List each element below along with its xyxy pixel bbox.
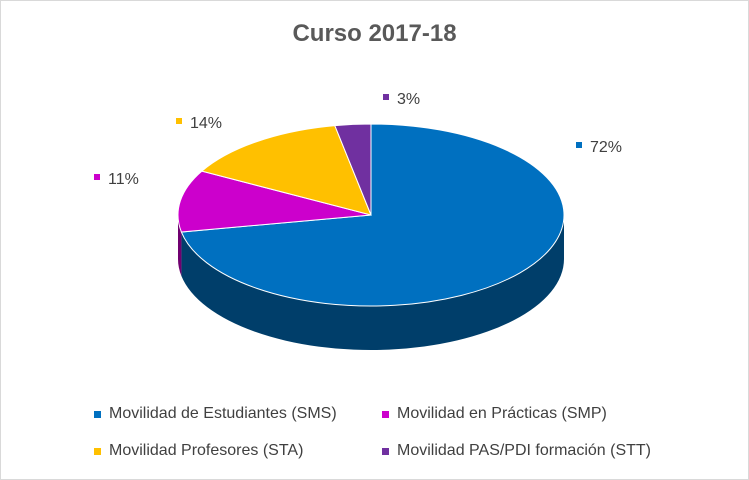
- legend-swatch-smp: [382, 410, 389, 418]
- slice-sms: [180, 123, 565, 307]
- legend-item-stt: Movilidad PAS/PDI formación (STT): [382, 442, 651, 460]
- legend-item-sms: Movilidad de Estudiantes (SMS): [94, 405, 337, 423]
- legend-item-sta: Movilidad Profesores (STA): [94, 442, 303, 460]
- legend-label-sta: Movilidad Profesores (STA): [109, 442, 304, 459]
- data-label-sms: 72%: [590, 139, 622, 156]
- slice-side-sms: [181, 215, 564, 351]
- legend-swatch-sms: [94, 410, 101, 418]
- data-label-marker-smp: [94, 174, 100, 180]
- legend-item-smp: Movilidad en Prácticas (SMP): [382, 405, 607, 423]
- data-label-marker-stt: [383, 94, 389, 100]
- data-label-sta: 14%: [190, 115, 222, 132]
- chart-title: Curso 2017-18: [292, 20, 457, 47]
- legend-label-stt: Movilidad PAS/PDI formación (STT): [397, 442, 651, 459]
- data-label-marker-sta: [176, 118, 182, 124]
- slice-stt: [334, 123, 372, 216]
- data-label-marker-sms: [576, 142, 582, 148]
- slice-smp: [177, 170, 372, 233]
- data-label-smp: 11%: [108, 171, 139, 188]
- legend-label-smp: Movilidad en Prácticas (SMP): [397, 405, 607, 422]
- legend-label-sms: Movilidad de Estudiantes (SMS): [109, 405, 337, 422]
- data-label-stt: 3%: [397, 91, 420, 108]
- legend-swatch-stt: [382, 447, 389, 455]
- slice-sta: [200, 125, 372, 216]
- legend-swatch-sta: [94, 447, 101, 455]
